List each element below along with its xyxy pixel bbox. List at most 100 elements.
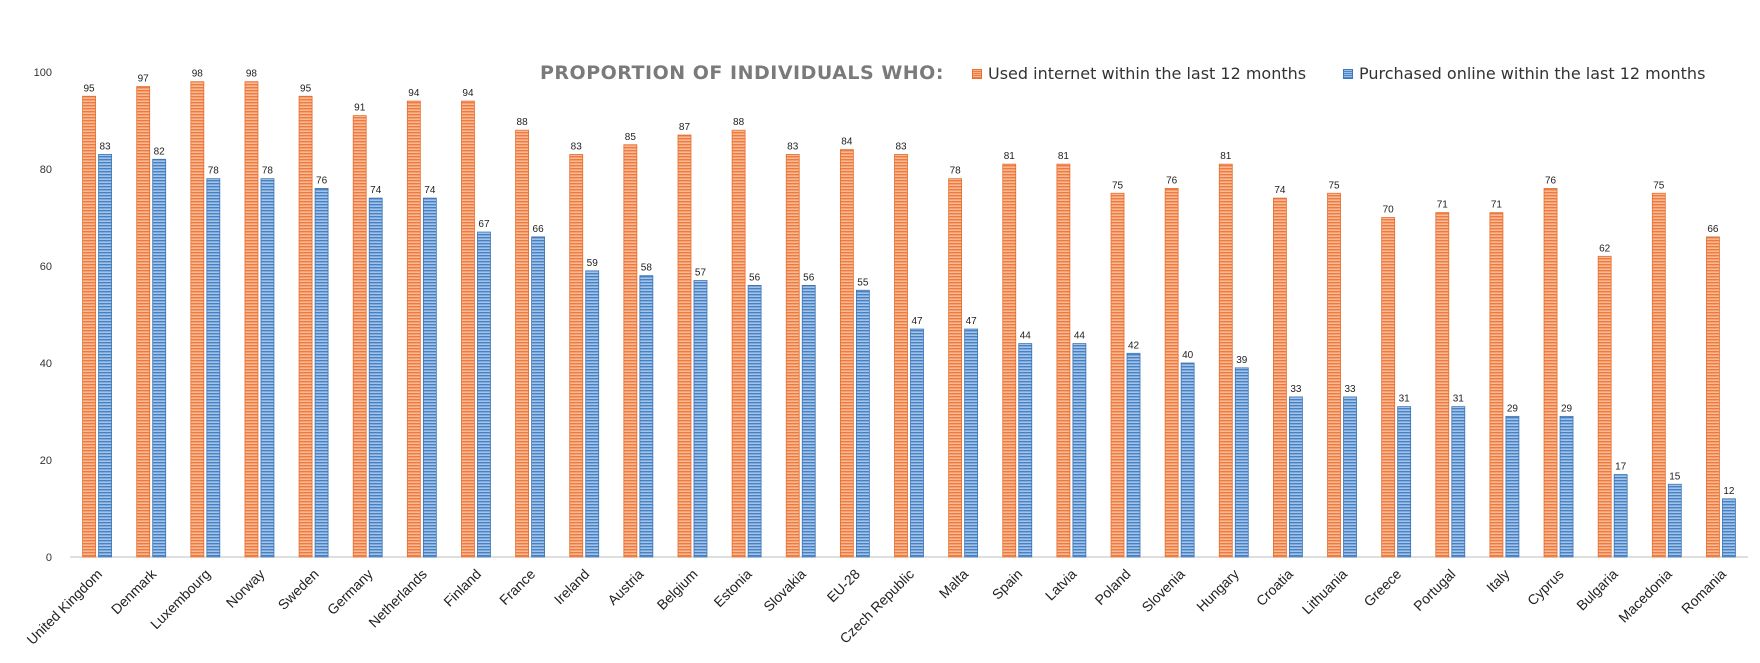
bar bbox=[206, 178, 221, 558]
bar bbox=[801, 284, 816, 558]
x-tick-label: Spain bbox=[989, 566, 1026, 603]
bar bbox=[461, 100, 475, 558]
bar bbox=[1180, 362, 1195, 558]
data-label: 40 bbox=[1182, 350, 1194, 361]
y-tick-label: 80 bbox=[40, 164, 52, 176]
y-tick-label: 20 bbox=[40, 455, 52, 467]
bar bbox=[677, 134, 692, 558]
x-tick-label: Germany bbox=[324, 566, 376, 618]
x-tick-label: Lithuania bbox=[1299, 566, 1351, 618]
x-tick-label: Malta bbox=[936, 566, 972, 602]
bar bbox=[1435, 212, 1450, 558]
bar bbox=[785, 154, 800, 558]
bar bbox=[531, 236, 545, 558]
data-label: 47 bbox=[911, 316, 923, 327]
bar bbox=[1613, 474, 1628, 558]
data-label: 78 bbox=[262, 166, 274, 177]
bar bbox=[693, 280, 708, 558]
bar bbox=[515, 129, 529, 558]
bar bbox=[314, 187, 329, 558]
data-label: 62 bbox=[1599, 243, 1611, 254]
bar bbox=[1289, 396, 1303, 558]
y-tick-label: 40 bbox=[40, 358, 52, 370]
data-label: 17 bbox=[1615, 462, 1627, 473]
data-label: 87 bbox=[679, 122, 691, 133]
y-tick-label: 0 bbox=[46, 552, 52, 564]
x-tick-label: United Kingdom bbox=[23, 566, 105, 648]
data-label: 76 bbox=[316, 175, 328, 186]
x-tick-label: Macedonia bbox=[1615, 566, 1675, 626]
bar bbox=[298, 95, 313, 558]
x-tick-label: Poland bbox=[1091, 566, 1133, 608]
data-label: 31 bbox=[1453, 394, 1465, 405]
data-label: 31 bbox=[1399, 394, 1411, 405]
data-label: 33 bbox=[1290, 384, 1302, 395]
bar bbox=[1505, 415, 1520, 558]
bar bbox=[1056, 163, 1071, 558]
data-label: 76 bbox=[1166, 175, 1178, 186]
x-tick-label: Slovakia bbox=[760, 566, 809, 615]
data-label: 95 bbox=[84, 83, 96, 94]
x-tick-label: Portugal bbox=[1410, 566, 1458, 614]
x-tick-label: EU-28 bbox=[824, 566, 864, 606]
data-label: 81 bbox=[1058, 151, 1070, 162]
bar bbox=[964, 328, 979, 558]
bar bbox=[1667, 483, 1682, 558]
bar bbox=[623, 144, 638, 558]
data-label: 88 bbox=[733, 117, 745, 128]
data-label: 78 bbox=[950, 166, 962, 177]
legend-item-purchased-online: Purchased online within the last 12 mont… bbox=[1343, 64, 1705, 83]
bar bbox=[948, 178, 963, 558]
x-tick-label: Italy bbox=[1483, 566, 1512, 595]
bar bbox=[910, 328, 924, 558]
data-label: 33 bbox=[1344, 384, 1356, 395]
bar bbox=[585, 270, 600, 558]
data-label: 55 bbox=[857, 277, 869, 288]
x-tick-label: Finland bbox=[440, 566, 484, 610]
data-label: 91 bbox=[354, 103, 366, 114]
legend-item-used-internet: Used internet within the last 12 months bbox=[972, 64, 1306, 83]
data-label: 75 bbox=[1328, 180, 1340, 191]
bar bbox=[98, 154, 112, 558]
bar bbox=[368, 197, 383, 558]
bar bbox=[855, 289, 870, 558]
data-label: 78 bbox=[208, 166, 220, 177]
legend-swatch-orange bbox=[972, 68, 982, 79]
bar bbox=[1559, 415, 1574, 558]
data-label: 74 bbox=[370, 185, 382, 196]
data-label: 85 bbox=[625, 132, 637, 143]
data-label: 94 bbox=[408, 88, 420, 99]
bar bbox=[1381, 217, 1396, 558]
data-label: 75 bbox=[1653, 180, 1665, 191]
bar bbox=[1234, 367, 1249, 558]
data-label: 57 bbox=[695, 268, 707, 279]
data-label: 42 bbox=[1128, 340, 1140, 351]
x-tick-label: Denmark bbox=[108, 565, 160, 617]
bars: 95 83 97 82 98 78 98 78 95 76 91 74 94 74 94 67 88 66 83 59… bbox=[82, 69, 1736, 558]
x-tick-label: France bbox=[496, 566, 538, 608]
data-label: 71 bbox=[1491, 200, 1503, 211]
data-label: 98 bbox=[246, 69, 258, 80]
data-label: 83 bbox=[895, 141, 907, 152]
data-label: 97 bbox=[138, 74, 150, 85]
x-tick-label: Croatia bbox=[1253, 566, 1296, 609]
bar bbox=[1273, 197, 1287, 558]
bar bbox=[1343, 396, 1357, 558]
x-tick-label: Norway bbox=[223, 566, 268, 611]
x-tick-label: Ireland bbox=[551, 566, 593, 608]
bar bbox=[639, 275, 654, 558]
bar bbox=[1597, 255, 1612, 558]
bar bbox=[352, 115, 367, 558]
bar bbox=[422, 197, 437, 558]
bar bbox=[1397, 406, 1412, 558]
data-label: 44 bbox=[1020, 331, 1032, 342]
data-label: 44 bbox=[1074, 331, 1086, 342]
bar bbox=[731, 129, 746, 558]
data-label: 74 bbox=[1274, 185, 1286, 196]
data-label: 88 bbox=[517, 117, 529, 128]
bar bbox=[1543, 187, 1558, 558]
chart-title: PROPORTION OF INDIVIDUALS WHO: bbox=[540, 62, 944, 84]
